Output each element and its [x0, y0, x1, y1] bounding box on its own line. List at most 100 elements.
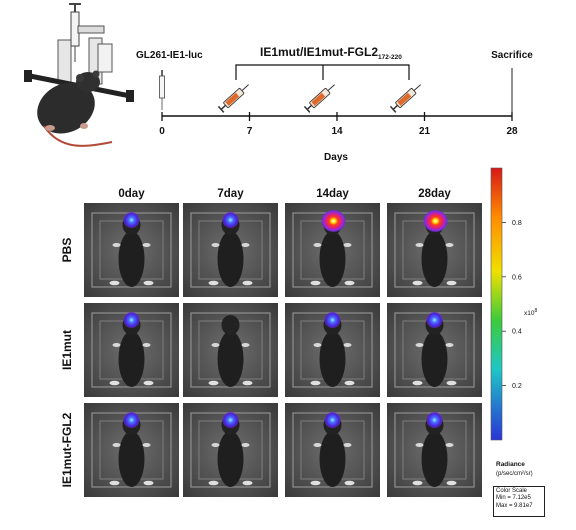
paw: [211, 243, 220, 247]
bioluminescence-signal: [222, 412, 239, 428]
paw: [343, 443, 352, 447]
imaging-panel-pbs-28day: [387, 203, 482, 297]
injection-syringe-icon-day7: [217, 84, 249, 113]
radiance-units: (p/sec/cm²/sr): [496, 471, 533, 477]
paw: [412, 480, 423, 486]
paw: [109, 480, 120, 486]
bioluminescence-signal: [324, 412, 341, 428]
bioluminescence-signal: [123, 312, 140, 328]
color-scale-box: Color Scale Min = 7.12e5 Max = 9.81e7: [493, 486, 545, 517]
imaging-panel-pbs-14day: [285, 203, 380, 297]
timeline-tick-label: 14: [331, 126, 343, 137]
paw: [211, 443, 220, 447]
treatment-timeline: GL261-IE1-luc IE1mut/IE1mut-FGL2172-220: [136, 45, 533, 163]
injection-syringe-icon-day14: [303, 84, 335, 113]
paw: [415, 443, 424, 447]
paw: [211, 343, 220, 347]
color-scale-max: Max = 9.81e7: [496, 502, 533, 509]
colorbar-unit: x108: [524, 308, 537, 317]
colorbar-tick-label: 0.8: [512, 220, 522, 227]
timeline-tick-label: 28: [506, 126, 518, 137]
column-header-28day: 28day: [418, 188, 451, 200]
paw: [344, 480, 355, 486]
imaging-panel-ie1mut-7day: [183, 303, 278, 397]
timeline-tick-label: 7: [247, 126, 253, 137]
paw: [112, 443, 121, 447]
colorbar-tick-label: 0.4: [512, 329, 522, 336]
bioluminescence-signal: [426, 412, 443, 428]
paw: [344, 280, 355, 286]
bioluminescence-signal: [123, 212, 140, 228]
row-header-ie1mut-fgl2: IE1mut-FGL2: [60, 412, 74, 487]
paw: [310, 380, 321, 386]
column-header-7day: 7day: [217, 188, 244, 200]
column-header-14day: 14day: [316, 188, 349, 200]
tumor-label: GL261-IE1-luc: [136, 50, 203, 61]
paw: [109, 380, 120, 386]
color-scale-min: Min = 7.12e5: [496, 495, 531, 502]
colorbar-tick-label: 0.2: [512, 383, 522, 390]
paw: [143, 480, 154, 486]
paw: [412, 280, 423, 286]
paw: [412, 380, 423, 386]
imaging-panel-ie1mut-fgl2-0day: [84, 403, 179, 497]
timeline-tick-label: 21: [419, 126, 431, 137]
paw: [344, 380, 355, 386]
paw: [242, 280, 253, 286]
stereotaxic-mouse-illustration: [24, 3, 134, 147]
bioluminescence-signal: [321, 210, 346, 232]
paw: [142, 343, 151, 347]
paw: [415, 243, 424, 247]
tumor-implant-syringe-icon: [159, 70, 165, 110]
paw: [208, 380, 219, 386]
injection-syringe-icon-day21: [389, 84, 421, 113]
paw: [445, 443, 454, 447]
bioluminescence-signal: [222, 212, 239, 228]
imaging-panel-pbs-0day: [84, 203, 179, 297]
paw: [241, 243, 250, 247]
paw: [242, 480, 253, 486]
sacrifice-label: Sacrifice: [491, 50, 533, 61]
imaging-panel-ie1mut-fgl2-28day: [387, 403, 482, 497]
paw: [446, 380, 457, 386]
timeline-tick-label: 0: [159, 126, 165, 137]
row-header-pbs: PBS: [60, 238, 74, 263]
paw: [343, 343, 352, 347]
paw: [241, 343, 250, 347]
timeline-axis-label: Days: [324, 152, 348, 163]
column-header-0day: 0day: [118, 188, 145, 200]
imaging-panel-ie1mut-14day: [285, 303, 380, 397]
treatment-bracket: [235, 64, 410, 80]
paw: [446, 280, 457, 286]
paw: [241, 443, 250, 447]
paw: [310, 480, 321, 486]
paw: [143, 380, 154, 386]
paw: [242, 380, 253, 386]
radiance-label: Radiance: [496, 461, 525, 468]
bioluminescence-signal: [426, 312, 443, 328]
color-scale-title: Color Scale: [496, 488, 528, 494]
row-header-ie1mut: IE1mut: [60, 330, 74, 370]
paw: [343, 243, 352, 247]
imaging-panel-ie1mut-28day: [387, 303, 482, 397]
imaging-panel-ie1mut-fgl2-7day: [183, 403, 278, 497]
paw: [208, 280, 219, 286]
bioluminescence-signal: [324, 312, 341, 328]
paw: [313, 243, 322, 247]
paw: [313, 443, 322, 447]
colorbar-tick-label: 0.6: [512, 274, 522, 281]
paw: [142, 243, 151, 247]
imaging-panel-pbs-7day: [183, 203, 278, 297]
paw: [109, 280, 120, 286]
paw: [310, 280, 321, 286]
paw: [445, 343, 454, 347]
paw: [446, 480, 457, 486]
paw: [208, 480, 219, 486]
paw: [143, 280, 154, 286]
paw: [415, 343, 424, 347]
imaging-panel-ie1mut-0day: [84, 303, 179, 397]
paw: [112, 343, 121, 347]
paw: [112, 243, 121, 247]
paw: [313, 343, 322, 347]
